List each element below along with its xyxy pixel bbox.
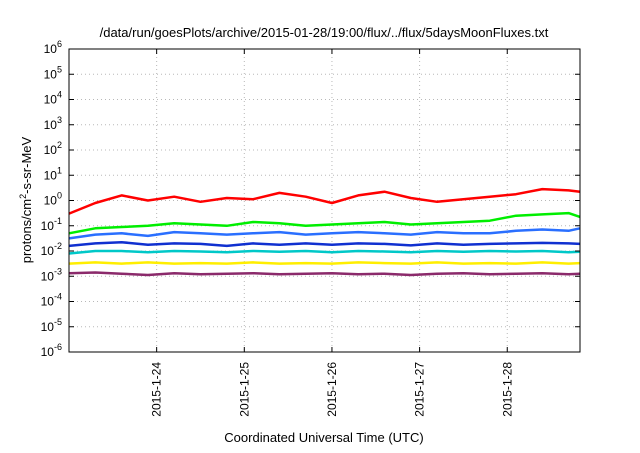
y-tick-label-base: 10 xyxy=(44,118,58,132)
y-tick-label-base: 10 xyxy=(41,244,55,258)
y-tick-label-exp: 4 xyxy=(57,90,62,100)
x-tick-label: 2015-1-26 xyxy=(325,362,339,417)
y-axis-label: protons/cm2-s-sr-MeV xyxy=(18,136,34,263)
y-tick-label-base: 10 xyxy=(44,42,58,56)
y-axis: 10-610-510-410-310-210-11001011021031041… xyxy=(41,39,580,359)
y-tick-label: 10-2 xyxy=(41,241,62,258)
y-tick-label-exp: -1 xyxy=(54,216,62,226)
y-tick-label-exp: -3 xyxy=(54,266,62,276)
y-tick-label-base: 10 xyxy=(41,269,55,283)
y-tick-label-base: 10 xyxy=(41,295,55,309)
series-line-6 xyxy=(68,261,581,265)
y-axis-label-sup: 2 xyxy=(18,194,28,199)
series-group xyxy=(68,187,581,277)
y-tick-label: 104 xyxy=(44,90,62,107)
y-tick-label: 10-5 xyxy=(41,317,62,334)
series-line-7 xyxy=(68,271,581,277)
series-line-3 xyxy=(68,227,581,240)
x-tick-label: 2015-1-28 xyxy=(500,362,514,417)
y-tick-label: 10-1 xyxy=(41,216,62,233)
y-tick-label-base: 10 xyxy=(41,320,55,334)
y-axis-label-base: protons/cm xyxy=(19,199,34,263)
chart-title: /data/run/goesPlots/archive/2015-01-28/1… xyxy=(100,25,549,40)
y-tick-label-exp: -6 xyxy=(54,342,62,352)
x-axis-label: Coordinated Universal Time (UTC) xyxy=(224,430,423,445)
y-tick-label: 101 xyxy=(44,165,62,182)
y-tick-label: 105 xyxy=(44,64,62,81)
y-tick-label: 100 xyxy=(44,191,62,208)
y-tick-label-base: 10 xyxy=(44,194,58,208)
y-tick-label-exp: -4 xyxy=(54,292,62,302)
y-tick-label: 106 xyxy=(44,39,62,56)
y-tick-label-base: 10 xyxy=(41,345,55,359)
y-tick-label: 10-3 xyxy=(41,266,62,283)
x-tick-label: 2015-1-27 xyxy=(413,362,427,417)
y-tick-label-exp: 1 xyxy=(57,165,62,175)
y-tick-label-exp: 5 xyxy=(57,64,62,74)
y-tick-label-base: 10 xyxy=(44,168,58,182)
y-tick-label: 10-6 xyxy=(41,342,62,359)
y-tick-label-base: 10 xyxy=(44,93,58,107)
y-tick-label-base: 10 xyxy=(44,67,58,81)
series-line-4 xyxy=(68,240,581,248)
x-tick-label: 2015-1-24 xyxy=(150,362,164,417)
y-tick-label: 102 xyxy=(44,140,62,157)
y-tick-label: 10-4 xyxy=(41,292,62,309)
y-tick-label-exp: -2 xyxy=(54,241,62,251)
y-tick-label-base: 10 xyxy=(44,143,58,157)
y-tick-label-exp: 0 xyxy=(57,191,62,201)
y-tick-label-exp: 2 xyxy=(57,140,62,150)
y-axis-label-rest: -s-sr-MeV xyxy=(19,136,34,193)
y-tick-label-exp: 3 xyxy=(57,115,62,125)
x-axis: 2015-1-24 2015-1-25 2015-1-26 2015-1-27 2015… xyxy=(150,49,514,417)
series-line-2 xyxy=(68,211,581,235)
series-line-1 xyxy=(68,187,581,215)
y-tick-label-exp: 6 xyxy=(57,39,62,49)
y-tick-label-base: 10 xyxy=(41,219,55,233)
y-tick-label-exp: -5 xyxy=(54,317,62,327)
grid xyxy=(69,49,580,352)
y-tick-label: 103 xyxy=(44,115,62,132)
series-line-5 xyxy=(68,249,581,255)
x-tick-label: 2015-1-25 xyxy=(237,362,251,417)
